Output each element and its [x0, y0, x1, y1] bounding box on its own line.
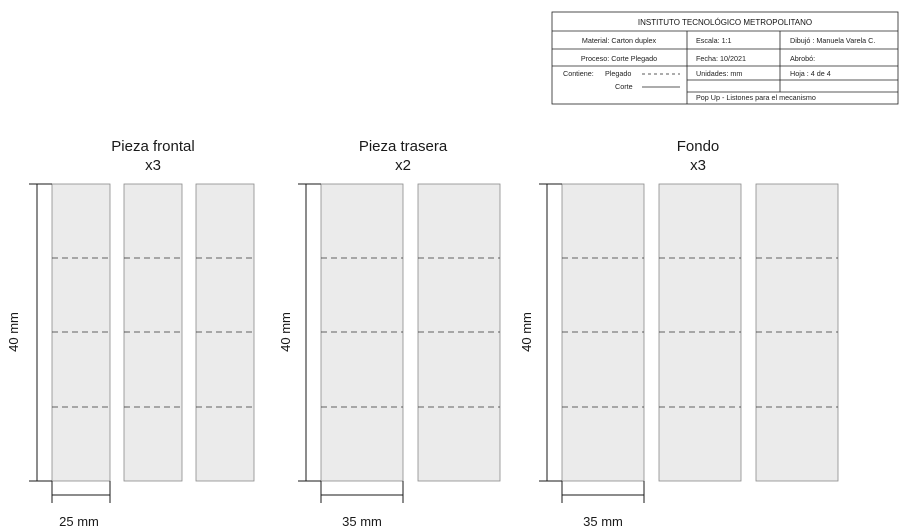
drawn-by-field: Dibujó : Manuela Varela C. — [790, 36, 875, 45]
height-label-frontal: 40 mm — [6, 312, 21, 352]
piece-frontal-1 — [51, 183, 111, 482]
group-title-trasera: Pieza trasera — [359, 138, 448, 155]
piece-frontal-3 — [195, 183, 255, 482]
description-field: Pop Up - Listones para el mecanismo — [696, 93, 816, 102]
height-dimension-frontal — [29, 183, 52, 482]
piece-fondo-3 — [755, 183, 839, 482]
piece-trasera-1 — [320, 183, 404, 482]
width-dimension-frontal — [51, 481, 111, 503]
institution-name: INSTITUTO TECNOLÓGICO METROPOLITANO — [638, 18, 812, 27]
group-fondo — [561, 183, 839, 482]
scale-field: Escala: 1:1 — [696, 36, 732, 45]
width-label-trasera: 35 mm — [342, 514, 382, 529]
piece-fondo-1 — [561, 183, 645, 482]
width-label-frontal: 25 mm — [59, 514, 99, 529]
width-dimension-trasera — [320, 481, 404, 503]
material-field: Material: Carton duplex — [582, 36, 657, 45]
piece-trasera-2 — [417, 183, 501, 482]
approved-field: Abrobó: — [790, 54, 815, 63]
sheet-field: Hoja : 4 de 4 — [790, 69, 831, 78]
contents-label: Contiene: — [563, 69, 594, 78]
date-field: Fecha: 10/2021 — [696, 54, 746, 63]
units-field: Unidades: mm — [696, 69, 742, 78]
group-title-fondo: Fondo — [677, 138, 720, 155]
piece-fondo-2 — [658, 183, 742, 482]
piece-frontal-2 — [123, 183, 183, 482]
fold-legend-label: Plegado — [605, 69, 631, 78]
group-pieza-trasera — [320, 183, 501, 482]
group-qty-frontal: x3 — [145, 157, 161, 174]
width-label-fondo: 35 mm — [583, 514, 623, 529]
group-qty-fondo: x3 — [690, 157, 706, 174]
height-label-fondo: 40 mm — [519, 312, 534, 352]
group-title-frontal: Pieza frontal — [111, 138, 194, 155]
group-pieza-frontal — [51, 183, 255, 482]
cut-legend-label: Corte — [615, 82, 633, 91]
height-dimension-fondo — [539, 183, 562, 482]
title-block — [551, 11, 899, 105]
height-label-trasera: 40 mm — [278, 312, 293, 352]
height-dimension-trasera — [298, 183, 321, 482]
group-qty-trasera: x2 — [395, 157, 411, 174]
width-dimension-fondo — [561, 481, 645, 503]
process-field: Proceso: Corte Plegado — [581, 54, 657, 63]
